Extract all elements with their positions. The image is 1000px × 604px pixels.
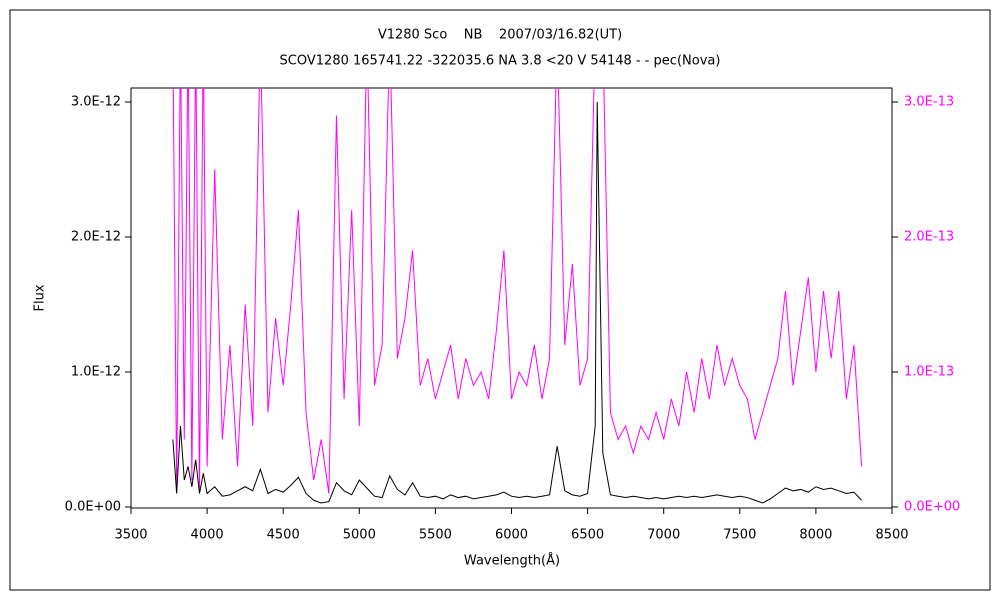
x-tick-label: 3500 [114,528,147,543]
x-tick-label: 8500 [875,528,908,543]
spectrum-line [172,88,863,494]
x-tick-label: 7000 [647,528,680,543]
x-tick-label: 7500 [723,528,756,543]
y-axis-label: Flux [33,284,48,311]
x-axis-label: Wavelength(Å) [464,553,560,569]
spectrum-line [172,101,862,504]
y2-tick-label: 0.0E+00 [904,500,960,515]
y-tick-label: 0.0E+00 [65,500,121,515]
x-tick-label: 5500 [419,528,452,543]
chart-title: V1280 Sco NB 2007/03/16.82(UT) [378,28,622,43]
y-tick-label: 3.0E-12 [71,95,121,110]
x-tick-label: 8000 [799,528,832,543]
y2-tick-label: 1.0E-13 [904,365,954,380]
x-tick-label: 5000 [343,528,376,543]
x-tick-label: 4500 [267,528,300,543]
y-tick-label: 2.0E-12 [71,230,121,245]
x-tick-label: 6500 [571,528,604,543]
chart-subtitle: SCOV1280 165741.22 -322035.6 NA 3.8 <20 … [280,54,721,69]
chart-frame [9,9,991,591]
y2-tick-label: 3.0E-13 [904,95,954,110]
x-tick-label: 6000 [495,528,528,543]
y2-tick-label: 2.0E-13 [904,230,954,245]
y-tick-label: 1.0E-12 [71,365,121,380]
x-tick-label: 4000 [191,528,224,543]
